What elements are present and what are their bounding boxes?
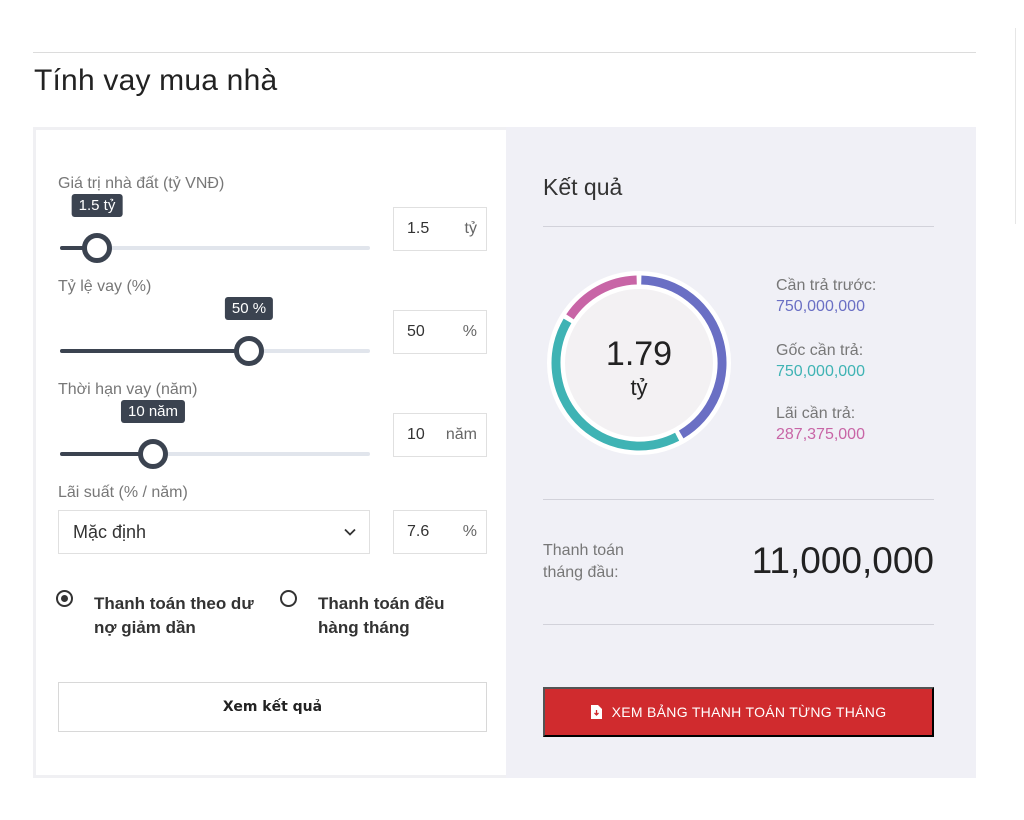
slider-tooltip: 1.5 tỷ (71, 194, 123, 217)
page-title: Tính vay mua nhà (34, 64, 278, 97)
house-value-input[interactable]: 1.5 tỷ (393, 207, 487, 251)
loan-ratio-input-value: 50 (407, 323, 425, 340)
slider-thumb[interactable] (82, 233, 112, 263)
first-month-value: 11,000,000 (751, 540, 934, 581)
result-divider (543, 624, 934, 625)
interest-value: 287,375,000 (776, 426, 865, 443)
total-amount: 1.79 (605, 335, 673, 373)
loan-ratio-unit: % (462, 323, 477, 340)
house-value-slider[interactable]: 1.5 tỷ (60, 194, 370, 268)
slider-fill (60, 349, 249, 353)
loan-term-input-value: 10 (407, 426, 425, 443)
house-value-input-value: 1.5 (407, 220, 430, 237)
loan-calculator: Giá trị nhà đất (tỷ VNĐ) 1.5 tỷ 1.5 tỷ T… (33, 127, 976, 778)
side-divider (1015, 28, 1016, 224)
file-download-icon (590, 705, 602, 719)
view-payment-table-label: XEM BẢNG THANH TOÁN TỪNG THÁNG (611, 704, 887, 720)
input-panel: Giá trị nhà đất (tỷ VNĐ) 1.5 tỷ 1.5 tỷ T… (33, 127, 506, 778)
radio-selected-dot (61, 595, 68, 602)
loan-term-label: Thời hạn vay (năm) (58, 381, 198, 398)
loan-ratio-label: Tỷ lệ vay (%) (58, 278, 152, 295)
house-value-label: Giá trị nhà đất (tỷ VNĐ) (58, 175, 225, 192)
principal-value: 750,000,000 (776, 363, 865, 380)
principal-label: Gốc cần trả: (776, 342, 864, 359)
slider-thumb[interactable] (138, 439, 168, 469)
view-payment-table-button[interactable]: XEM BẢNG THANH TOÁN TỪNG THÁNG (543, 687, 934, 737)
loan-term-input[interactable]: 10 năm (393, 413, 487, 457)
interest-label: Lãi cần trả: (776, 405, 856, 422)
loan-ratio-input[interactable]: 50 % (393, 310, 487, 354)
result-title: Kết quả (543, 174, 623, 200)
slider-track (60, 246, 370, 250)
slider-tooltip: 10 năm (120, 400, 186, 423)
donut-segment-interest (566, 275, 637, 320)
interest-rate-select[interactable]: Mặc định (58, 510, 370, 554)
top-divider (33, 52, 976, 53)
slider-fill (60, 246, 97, 250)
interest-rate-unit: % (462, 523, 477, 540)
donut-center: 1.79 tỷ (544, 268, 734, 458)
donut-segment-down-payment (641, 275, 727, 439)
house-value-unit: tỷ (464, 220, 477, 237)
first-month-label: Thanh toán tháng đầu: (543, 542, 624, 581)
down-payment-label: Cần trả trước: (776, 277, 877, 294)
result-panel: Kết quả 1.79 tỷ Cần trả trước: 750,000,0… (506, 127, 976, 778)
chevron-down-icon (344, 528, 356, 536)
donut-hole (565, 289, 713, 437)
total-unit: tỷ (630, 375, 648, 400)
slider-tooltip: 50 % (224, 297, 274, 320)
interest-rate-input[interactable]: 7.6 % (393, 510, 487, 554)
loan-term-unit: năm (445, 426, 477, 443)
radio-circle[interactable] (280, 590, 297, 607)
radio-label: Thanh toán đều hàng tháng (318, 594, 445, 637)
radio-circle[interactable] (56, 590, 73, 607)
slider-fill (60, 452, 153, 456)
interest-rate-input-value: 7.6 (407, 523, 430, 540)
radio-label: Thanh toán theo dư nợ giảm dần (94, 594, 254, 637)
result-divider (543, 499, 934, 500)
loan-breakdown-donut (547, 271, 731, 455)
slider-thumb[interactable] (234, 336, 264, 366)
slider-track (60, 452, 370, 456)
down-payment-value: 750,000,000 (776, 298, 865, 315)
loan-term-slider[interactable]: 10 năm (60, 400, 370, 474)
loan-ratio-slider[interactable]: 50 % (60, 297, 370, 371)
result-divider (543, 226, 934, 227)
interest-rate-select-value: Mặc định (73, 522, 147, 542)
view-result-button[interactable]: Xem kết quả (58, 682, 487, 732)
donut-segment-principal (551, 318, 680, 451)
interest-rate-label: Lãi suất (% / năm) (58, 484, 188, 501)
